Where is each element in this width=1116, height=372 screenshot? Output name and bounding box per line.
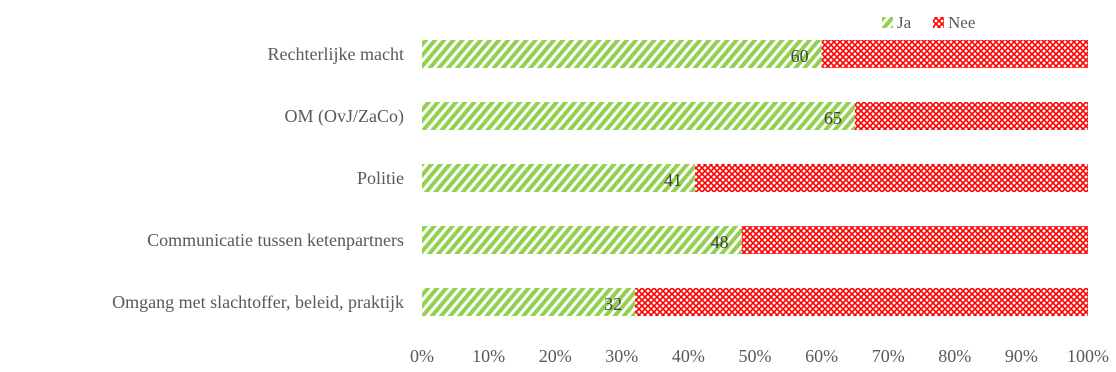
x-tick-label-7: 70% — [872, 346, 905, 366]
data-label-2: 41 — [664, 170, 682, 190]
legend-swatch-nee — [933, 17, 944, 28]
bar-ja-1 — [422, 102, 855, 130]
x-axis-ticks: 0% 10% 20% 30% 40% 50% 60% 70% 80% 90% 100% — [410, 346, 1109, 366]
x-tick-label-9: 90% — [1005, 346, 1038, 366]
data-label-1: 65 — [824, 108, 842, 128]
category-label-3: Communicatie tussen ketenpartners — [147, 230, 404, 250]
data-label-4: 32 — [604, 294, 622, 314]
x-tick-label-0: 0% — [410, 346, 434, 366]
category-label-0: Rechterlijke macht — [268, 44, 404, 64]
data-labels: 60 65 41 48 32 — [604, 46, 842, 314]
legend: Ja Nee — [882, 13, 975, 32]
bar-ja-3 — [422, 226, 742, 254]
bar-nee-4 — [635, 288, 1088, 316]
x-tick-label-8: 80% — [938, 346, 971, 366]
bar-nee-1 — [854, 102, 1088, 130]
bar-ja-0 — [422, 40, 822, 68]
bar-ja-2 — [422, 164, 696, 192]
x-tick-label-3: 30% — [605, 346, 638, 366]
x-tick-label-10: 100% — [1067, 346, 1109, 366]
legend-label-ja: Ja — [897, 13, 912, 32]
x-tick-label-1: 10% — [472, 346, 505, 366]
legend-swatch-ja — [882, 17, 893, 28]
x-tick-label-5: 50% — [739, 346, 772, 366]
legend-label-nee: Nee — [948, 13, 975, 32]
x-tick-label-6: 60% — [805, 346, 838, 366]
data-label-3: 48 — [711, 232, 729, 252]
bar-nee-3 — [741, 226, 1088, 254]
x-tick-label-2: 20% — [539, 346, 572, 366]
x-tick-label-4: 40% — [672, 346, 705, 366]
category-label-4: Omgang met slachtoffer, beleid, praktijk — [112, 292, 404, 312]
bar-nee-0 — [821, 40, 1088, 68]
data-label-0: 60 — [791, 46, 809, 66]
category-label-2: Politie — [357, 168, 404, 188]
bars-group — [422, 40, 1088, 316]
category-label-1: OM (OvJ/ZaCo) — [285, 106, 405, 127]
category-labels: Rechterlijke macht OM (OvJ/ZaCo) Politie Co… — [112, 44, 404, 312]
bar-ja-4 — [422, 288, 636, 316]
bar-nee-2 — [695, 164, 1088, 192]
